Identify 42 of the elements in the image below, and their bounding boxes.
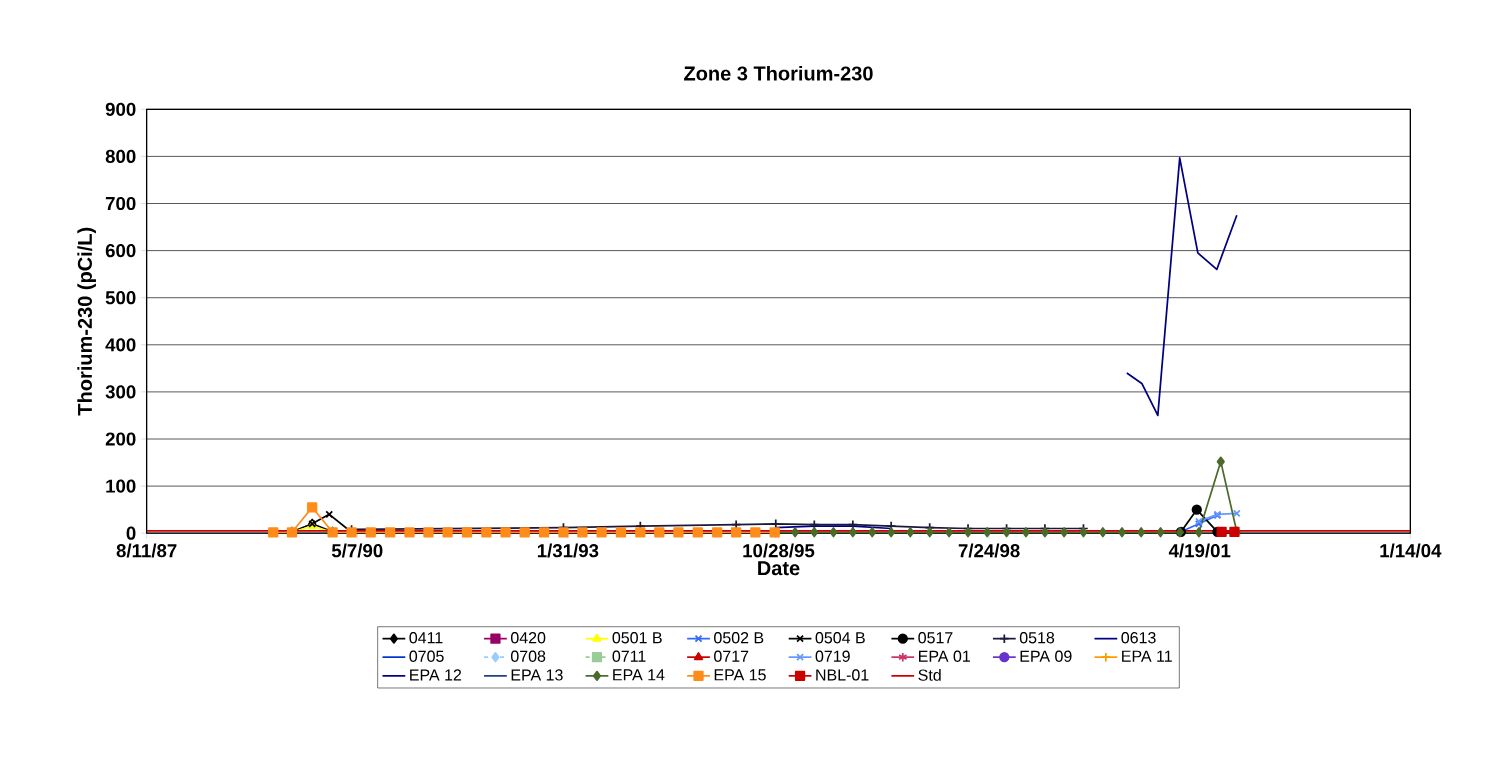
legend-label: EPA 13 (511, 669, 563, 681)
legend-label: 0504 B (815, 632, 865, 644)
y-axis-title: Thorium-230 (pCi/L) (77, 227, 96, 416)
legend-label: 0518 (1019, 632, 1055, 644)
x-tick-label: 5/7/90 (331, 543, 383, 558)
legend-label: 0501 B (612, 632, 662, 644)
legend-label: 0711 (612, 650, 646, 662)
y-tick-label: 0 (126, 526, 136, 540)
y-tick-label: 800 (105, 149, 136, 164)
x-tick-label: 4/19/01 (1168, 543, 1231, 558)
legend-label: 0717 (714, 650, 749, 662)
x-tick-label: 10/28/95 (743, 543, 815, 558)
legend-label: 0517 (918, 632, 953, 644)
legend-label: 0705 (409, 650, 444, 662)
legend-label: 0613 (1121, 632, 1156, 644)
legend-label: EPA 01 (919, 650, 970, 662)
y-tick-label: 200 (105, 432, 136, 446)
legend-label: 0411 (409, 632, 443, 644)
legend-label: 0708 (510, 650, 546, 662)
legend-label: Std (918, 669, 941, 681)
legend-label: EPA 09 (1020, 650, 1072, 662)
x-tick-label: 1/31/93 (537, 543, 599, 558)
legend-label: EPA 14 (613, 669, 665, 681)
y-tick-label: 900 (105, 102, 136, 117)
y-tick-label: 600 (105, 244, 136, 258)
x-tick-label: 1/14/04 (1380, 543, 1442, 558)
x-tick-label: 7/24/98 (958, 543, 1020, 558)
legend-label: NBL-01 (816, 669, 869, 681)
legend-label: 0719 (815, 650, 850, 662)
y-tick-label: 400 (105, 338, 136, 352)
x-axis-title: Date (758, 561, 800, 576)
legend-label: 0420 (510, 632, 546, 644)
y-tick-label: 300 (105, 385, 136, 399)
legend-label: 0502 B (714, 632, 764, 644)
y-tick-label: 700 (105, 196, 136, 211)
legend-label: EPA 15 (714, 669, 766, 681)
legend-label: EPA 11 (1122, 650, 1172, 662)
chart-title: Zone 3 Thorium-230 (684, 65, 873, 81)
legend-label: EPA 12 (410, 669, 462, 681)
y-tick-label: 100 (106, 479, 136, 493)
x-tick-label: 8/11/87 (116, 543, 177, 558)
y-tick-label: 500 (105, 291, 136, 305)
